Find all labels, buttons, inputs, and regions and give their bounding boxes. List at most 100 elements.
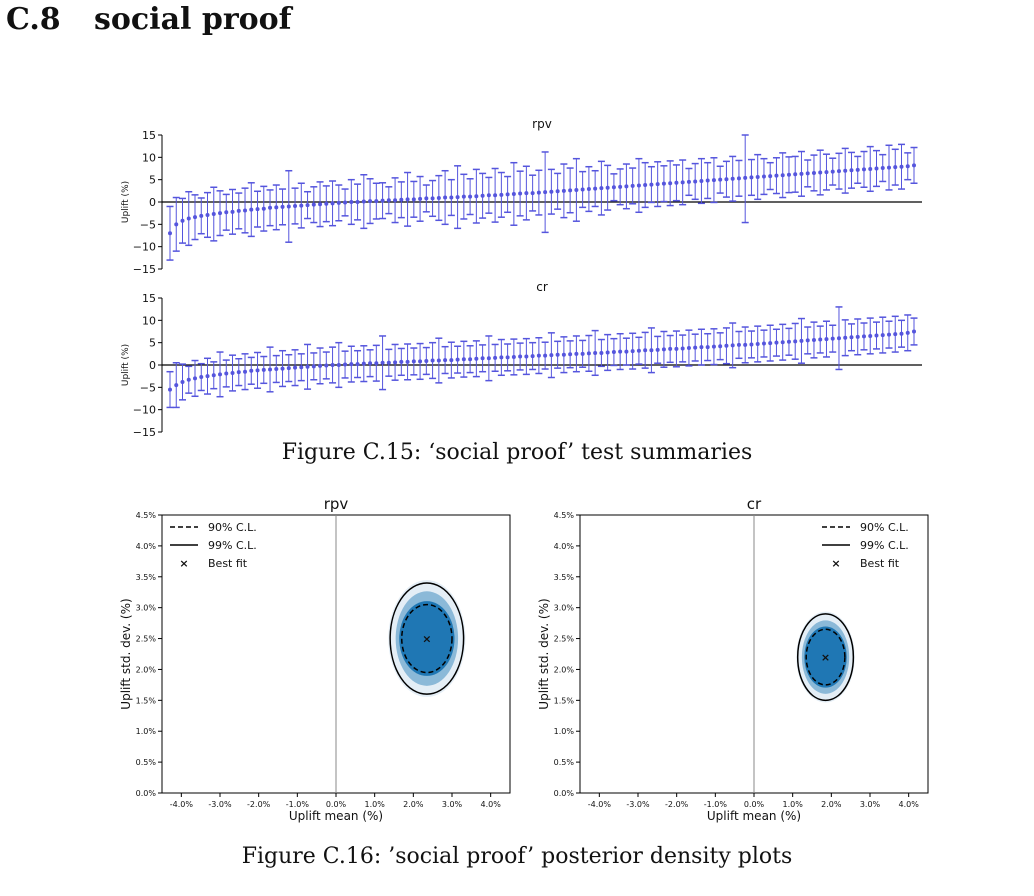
error-bar <box>804 159 812 188</box>
error-bar <box>597 338 605 368</box>
error-bar <box>460 340 468 378</box>
y-tick-label: 4.0% <box>136 542 157 551</box>
mean-point <box>561 188 566 193</box>
x-tick-label: 1.0% <box>365 800 386 809</box>
y-tick-label: 0.0% <box>554 789 575 798</box>
mean-point <box>455 195 460 200</box>
error-bar <box>797 317 805 364</box>
mean-point <box>568 188 573 193</box>
mean-point <box>411 359 416 364</box>
mean-point <box>824 170 829 175</box>
mean-point <box>680 180 685 185</box>
error-bar <box>372 344 380 382</box>
error-bar <box>360 345 368 383</box>
error-bar <box>385 186 393 215</box>
mean-point <box>449 358 454 363</box>
mean-point <box>474 356 479 361</box>
mean-point <box>711 178 716 183</box>
error-bar <box>679 159 687 206</box>
legend-label-best-fit: Best fit <box>208 557 248 570</box>
error-bar <box>691 162 699 201</box>
error-bar <box>410 180 418 218</box>
error-bar <box>629 167 637 205</box>
mean-point <box>905 330 910 335</box>
error-bar <box>735 330 743 360</box>
error-bar <box>910 146 918 184</box>
y-tick-label: 4.0% <box>554 542 575 551</box>
y-tick-label: −10 <box>133 241 156 254</box>
error-bar <box>704 332 712 362</box>
mean-point <box>549 189 554 194</box>
error-bar <box>891 148 899 186</box>
mean-point <box>430 358 435 363</box>
mean-point <box>255 207 260 212</box>
error-bar <box>866 317 874 355</box>
error-bar <box>841 147 849 194</box>
error-bar <box>604 164 612 211</box>
y-tick-label: 15 <box>142 292 156 305</box>
error-bar <box>379 182 387 220</box>
error-bar <box>816 149 824 196</box>
error-bar <box>885 320 893 349</box>
mean-point <box>393 360 398 365</box>
error-bar <box>779 152 787 199</box>
error-bar <box>497 171 505 218</box>
mean-point <box>643 183 648 188</box>
density-core <box>804 626 847 688</box>
error-bar <box>722 160 730 198</box>
mean-point <box>618 349 623 354</box>
y-tick-label: 10 <box>142 151 156 164</box>
mean-point <box>543 353 548 358</box>
mean-point <box>543 190 548 195</box>
error-bar <box>760 329 768 358</box>
mean-point <box>174 222 179 227</box>
error-bar <box>241 353 249 391</box>
error-bar <box>360 174 368 230</box>
error-bar <box>335 341 343 389</box>
mean-point <box>836 336 841 341</box>
error-bar <box>272 184 280 231</box>
y-tick-label: 2.5% <box>136 635 157 644</box>
mean-point <box>893 332 898 337</box>
mean-point <box>736 176 741 181</box>
mean-point <box>718 177 723 182</box>
mean-point <box>393 198 398 203</box>
mean-point <box>605 350 610 355</box>
legend-swatch-best-fit: × <box>831 557 840 570</box>
mean-point <box>680 346 685 351</box>
mean-point <box>730 176 735 181</box>
error-bar <box>516 342 524 371</box>
error-bar <box>247 356 255 385</box>
mean-point <box>593 186 598 191</box>
figure-c16-caption: Figure C.16: ’social proof’ posterior de… <box>241 844 793 869</box>
x-tick-label: 1.0% <box>783 800 804 809</box>
error-bar <box>572 157 580 222</box>
mean-point <box>599 186 604 191</box>
mean-point <box>261 367 266 372</box>
mean-point <box>886 165 891 170</box>
density-core <box>399 601 455 676</box>
section-heading: C.8 social proof <box>6 2 292 37</box>
mean-point <box>893 165 898 170</box>
mean-point <box>905 164 910 169</box>
mean-point <box>843 335 848 340</box>
error-bar <box>547 332 555 379</box>
error-bar <box>422 184 430 213</box>
error-bar <box>585 165 593 213</box>
mean-point <box>693 179 698 184</box>
mean-point <box>499 355 504 360</box>
error-bar <box>435 337 443 384</box>
error-bar <box>879 316 887 354</box>
error-bar <box>579 170 587 209</box>
error-bar <box>654 161 662 208</box>
mean-point <box>636 183 641 188</box>
error-bar <box>666 160 674 207</box>
error-bar <box>647 327 655 374</box>
mean-point <box>355 362 360 367</box>
mean-point <box>186 377 191 382</box>
mean-point <box>499 192 504 197</box>
mean-point <box>699 345 704 350</box>
error-bar <box>454 165 462 230</box>
error-bar <box>779 323 787 361</box>
mean-point <box>849 168 854 173</box>
